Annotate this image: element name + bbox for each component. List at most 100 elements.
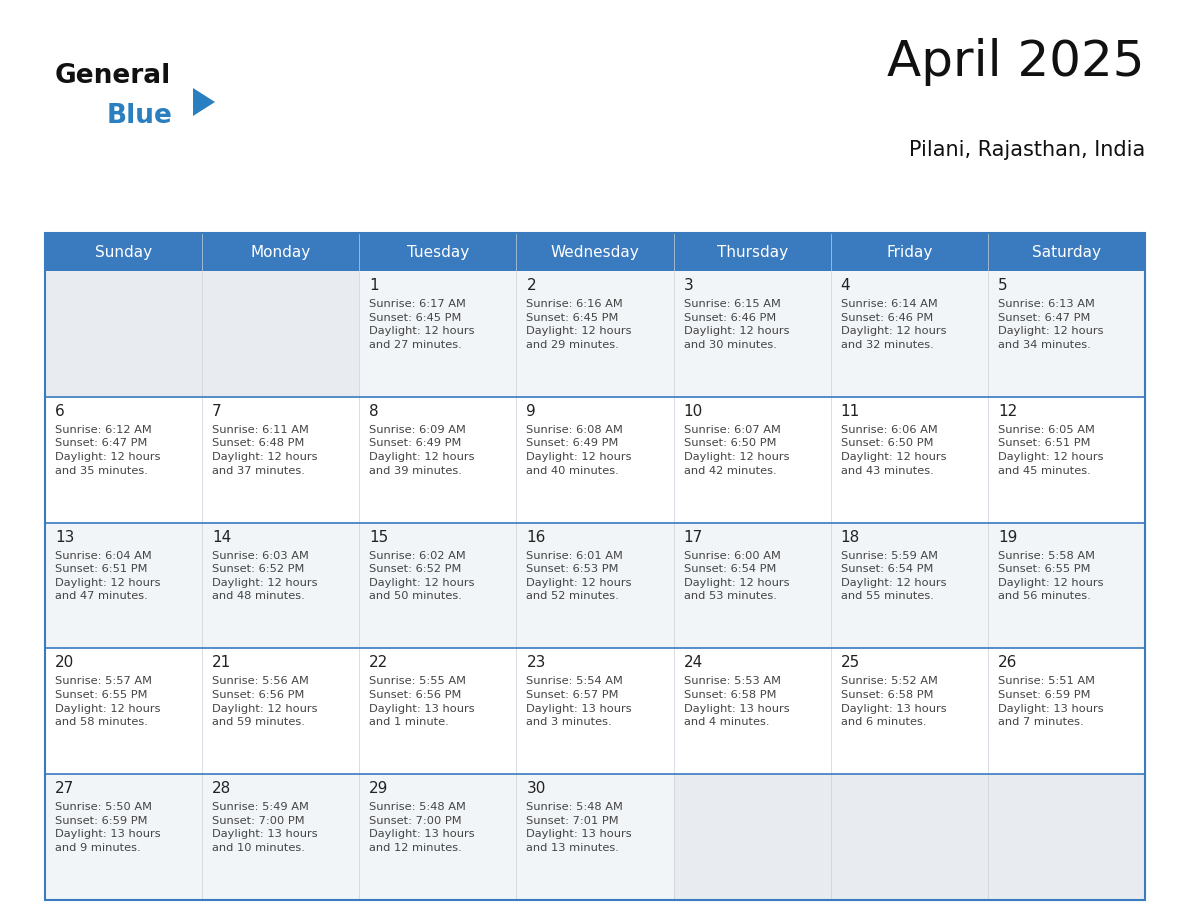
Bar: [45, 648, 202, 774]
Text: Sunrise: 5:52 AM
Sunset: 6:58 PM
Daylight: 13 hours
and 6 minutes.: Sunrise: 5:52 AM Sunset: 6:58 PM Dayligh…: [841, 677, 947, 727]
Text: Sunrise: 5:48 AM
Sunset: 7:00 PM
Daylight: 13 hours
and 12 minutes.: Sunrise: 5:48 AM Sunset: 7:00 PM Dayligh…: [369, 802, 475, 853]
Text: 17: 17: [683, 530, 703, 544]
Bar: [830, 522, 988, 648]
Text: 11: 11: [841, 404, 860, 419]
Text: Wednesday: Wednesday: [550, 244, 639, 260]
Bar: [674, 774, 830, 900]
Text: Blue: Blue: [107, 103, 173, 129]
Text: Sunrise: 6:08 AM
Sunset: 6:49 PM
Daylight: 12 hours
and 40 minutes.: Sunrise: 6:08 AM Sunset: 6:49 PM Dayligh…: [526, 425, 632, 476]
Bar: [830, 774, 988, 900]
Text: 20: 20: [55, 655, 74, 670]
Text: Sunrise: 6:05 AM
Sunset: 6:51 PM
Daylight: 12 hours
and 45 minutes.: Sunrise: 6:05 AM Sunset: 6:51 PM Dayligh…: [998, 425, 1104, 476]
Text: 13: 13: [55, 530, 75, 544]
Text: Sunrise: 6:01 AM
Sunset: 6:53 PM
Daylight: 12 hours
and 52 minutes.: Sunrise: 6:01 AM Sunset: 6:53 PM Dayligh…: [526, 551, 632, 601]
Text: 12: 12: [998, 404, 1017, 419]
Text: 5: 5: [998, 278, 1007, 293]
Bar: [988, 522, 1145, 648]
Text: 16: 16: [526, 530, 545, 544]
Text: Sunrise: 5:53 AM
Sunset: 6:58 PM
Daylight: 13 hours
and 4 minutes.: Sunrise: 5:53 AM Sunset: 6:58 PM Dayligh…: [683, 677, 789, 727]
Text: Sunrise: 6:16 AM
Sunset: 6:45 PM
Daylight: 12 hours
and 29 minutes.: Sunrise: 6:16 AM Sunset: 6:45 PM Dayligh…: [526, 299, 632, 350]
Text: Sunrise: 5:48 AM
Sunset: 7:01 PM
Daylight: 13 hours
and 13 minutes.: Sunrise: 5:48 AM Sunset: 7:01 PM Dayligh…: [526, 802, 632, 853]
Bar: [988, 271, 1145, 397]
Text: Sunrise: 6:17 AM
Sunset: 6:45 PM
Daylight: 12 hours
and 27 minutes.: Sunrise: 6:17 AM Sunset: 6:45 PM Dayligh…: [369, 299, 475, 350]
Text: 3: 3: [683, 278, 694, 293]
Text: Monday: Monday: [251, 244, 311, 260]
Bar: [45, 233, 1145, 271]
Text: 15: 15: [369, 530, 388, 544]
Text: Sunrise: 5:49 AM
Sunset: 7:00 PM
Daylight: 13 hours
and 10 minutes.: Sunrise: 5:49 AM Sunset: 7:00 PM Dayligh…: [213, 802, 317, 853]
Bar: [359, 397, 517, 522]
Text: 27: 27: [55, 781, 74, 796]
Text: Sunrise: 5:57 AM
Sunset: 6:55 PM
Daylight: 12 hours
and 58 minutes.: Sunrise: 5:57 AM Sunset: 6:55 PM Dayligh…: [55, 677, 160, 727]
Text: Sunrise: 5:55 AM
Sunset: 6:56 PM
Daylight: 13 hours
and 1 minute.: Sunrise: 5:55 AM Sunset: 6:56 PM Dayligh…: [369, 677, 475, 727]
Text: Sunrise: 6:04 AM
Sunset: 6:51 PM
Daylight: 12 hours
and 47 minutes.: Sunrise: 6:04 AM Sunset: 6:51 PM Dayligh…: [55, 551, 160, 601]
Text: Sunrise: 6:15 AM
Sunset: 6:46 PM
Daylight: 12 hours
and 30 minutes.: Sunrise: 6:15 AM Sunset: 6:46 PM Dayligh…: [683, 299, 789, 350]
Bar: [359, 648, 517, 774]
Text: Sunrise: 6:00 AM
Sunset: 6:54 PM
Daylight: 12 hours
and 53 minutes.: Sunrise: 6:00 AM Sunset: 6:54 PM Dayligh…: [683, 551, 789, 601]
Polygon shape: [192, 88, 215, 116]
Text: Sunrise: 5:59 AM
Sunset: 6:54 PM
Daylight: 12 hours
and 55 minutes.: Sunrise: 5:59 AM Sunset: 6:54 PM Dayligh…: [841, 551, 946, 601]
Bar: [517, 522, 674, 648]
Bar: [45, 397, 202, 522]
Text: Sunrise: 6:06 AM
Sunset: 6:50 PM
Daylight: 12 hours
and 43 minutes.: Sunrise: 6:06 AM Sunset: 6:50 PM Dayligh…: [841, 425, 946, 476]
Text: 23: 23: [526, 655, 545, 670]
Bar: [202, 271, 359, 397]
Text: Sunrise: 5:51 AM
Sunset: 6:59 PM
Daylight: 13 hours
and 7 minutes.: Sunrise: 5:51 AM Sunset: 6:59 PM Dayligh…: [998, 677, 1104, 727]
Text: 10: 10: [683, 404, 703, 419]
Bar: [830, 397, 988, 522]
Text: 22: 22: [369, 655, 388, 670]
Text: 25: 25: [841, 655, 860, 670]
Text: Friday: Friday: [886, 244, 933, 260]
Text: 26: 26: [998, 655, 1017, 670]
Bar: [988, 774, 1145, 900]
Bar: [830, 648, 988, 774]
Text: Thursday: Thursday: [716, 244, 788, 260]
Bar: [202, 774, 359, 900]
Text: Sunday: Sunday: [95, 244, 152, 260]
Bar: [517, 648, 674, 774]
Text: Sunrise: 6:13 AM
Sunset: 6:47 PM
Daylight: 12 hours
and 34 minutes.: Sunrise: 6:13 AM Sunset: 6:47 PM Dayligh…: [998, 299, 1104, 350]
Bar: [830, 271, 988, 397]
Bar: [45, 774, 202, 900]
Text: 1: 1: [369, 278, 379, 293]
Text: 29: 29: [369, 781, 388, 796]
Text: 14: 14: [213, 530, 232, 544]
Text: 18: 18: [841, 530, 860, 544]
Text: Sunrise: 6:02 AM
Sunset: 6:52 PM
Daylight: 12 hours
and 50 minutes.: Sunrise: 6:02 AM Sunset: 6:52 PM Dayligh…: [369, 551, 475, 601]
Text: 6: 6: [55, 404, 65, 419]
Text: Sunrise: 6:12 AM
Sunset: 6:47 PM
Daylight: 12 hours
and 35 minutes.: Sunrise: 6:12 AM Sunset: 6:47 PM Dayligh…: [55, 425, 160, 476]
Text: 9: 9: [526, 404, 536, 419]
Text: 4: 4: [841, 278, 851, 293]
Bar: [517, 397, 674, 522]
Bar: [988, 648, 1145, 774]
Text: Sunrise: 5:50 AM
Sunset: 6:59 PM
Daylight: 13 hours
and 9 minutes.: Sunrise: 5:50 AM Sunset: 6:59 PM Dayligh…: [55, 802, 160, 853]
Text: Sunrise: 5:56 AM
Sunset: 6:56 PM
Daylight: 12 hours
and 59 minutes.: Sunrise: 5:56 AM Sunset: 6:56 PM Dayligh…: [213, 677, 317, 727]
Text: Sunrise: 6:14 AM
Sunset: 6:46 PM
Daylight: 12 hours
and 32 minutes.: Sunrise: 6:14 AM Sunset: 6:46 PM Dayligh…: [841, 299, 946, 350]
Text: 19: 19: [998, 530, 1017, 544]
Text: Sunrise: 6:03 AM
Sunset: 6:52 PM
Daylight: 12 hours
and 48 minutes.: Sunrise: 6:03 AM Sunset: 6:52 PM Dayligh…: [213, 551, 317, 601]
Text: 30: 30: [526, 781, 545, 796]
Bar: [359, 774, 517, 900]
Text: Sunrise: 5:58 AM
Sunset: 6:55 PM
Daylight: 12 hours
and 56 minutes.: Sunrise: 5:58 AM Sunset: 6:55 PM Dayligh…: [998, 551, 1104, 601]
Text: 8: 8: [369, 404, 379, 419]
Text: Tuesday: Tuesday: [406, 244, 469, 260]
Bar: [202, 522, 359, 648]
Text: 7: 7: [213, 404, 222, 419]
Bar: [45, 233, 1145, 900]
Text: Sunrise: 6:09 AM
Sunset: 6:49 PM
Daylight: 12 hours
and 39 minutes.: Sunrise: 6:09 AM Sunset: 6:49 PM Dayligh…: [369, 425, 475, 476]
Bar: [45, 522, 202, 648]
Bar: [988, 397, 1145, 522]
Bar: [517, 774, 674, 900]
Text: 24: 24: [683, 655, 703, 670]
Bar: [674, 397, 830, 522]
Bar: [674, 522, 830, 648]
Bar: [45, 271, 202, 397]
Text: 21: 21: [213, 655, 232, 670]
Text: Saturday: Saturday: [1032, 244, 1101, 260]
Text: Sunrise: 6:07 AM
Sunset: 6:50 PM
Daylight: 12 hours
and 42 minutes.: Sunrise: 6:07 AM Sunset: 6:50 PM Dayligh…: [683, 425, 789, 476]
Text: General: General: [55, 63, 171, 89]
Text: Sunrise: 6:11 AM
Sunset: 6:48 PM
Daylight: 12 hours
and 37 minutes.: Sunrise: 6:11 AM Sunset: 6:48 PM Dayligh…: [213, 425, 317, 476]
Text: 28: 28: [213, 781, 232, 796]
Bar: [359, 271, 517, 397]
Bar: [359, 522, 517, 648]
